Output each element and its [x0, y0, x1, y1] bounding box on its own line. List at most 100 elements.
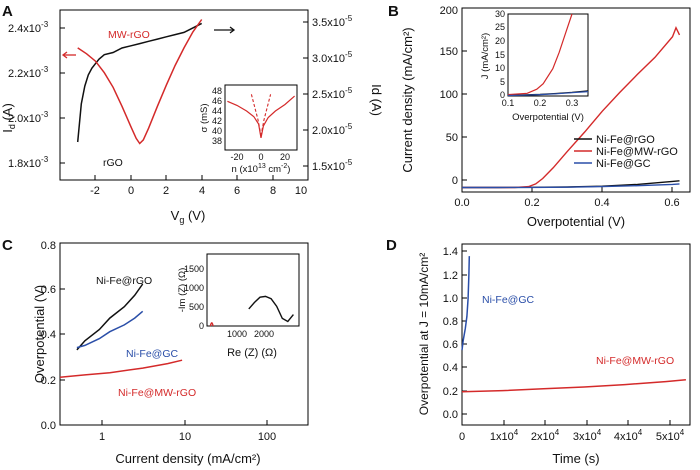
panel-b-series-ni-fe-mw-rgo-line [462, 25, 681, 189]
panel-a-y2tick-label: 3.0x10-5 [312, 50, 353, 65]
panel-c-inset-xlabel: Re (Z) (Ω) [227, 347, 277, 359]
panel-b-legend-label-ni-fe-gc: Ni-Fe@GC [596, 158, 651, 170]
panel-b-legend: Ni-Fe@rGO Ni-Fe@MW-rGO Ni-Fe@GC [574, 134, 678, 170]
panel-c-series-ni-fe-mw-rgo-line [59, 359, 183, 378]
panel-d-xtick-exp: 4 [597, 428, 602, 437]
panel-a-ylabel-unit: (A) [0, 103, 15, 124]
panel-a-ytick-label: 2.2x10-3 [8, 65, 49, 80]
panel-d-label-ni-fe-gc: Ni-Fe@GC [482, 294, 534, 306]
panel-d-xtick-label: 4x104 [614, 428, 643, 443]
panel-a-xtick-label: 4 [199, 185, 205, 197]
panel-a-left-axis-arrowhead [61, 51, 68, 59]
panel-b-inset-ylabel: J (mA/cm²) [480, 33, 491, 79]
panel-d-plot-frame [461, 243, 691, 426]
panel-b-inset: 0 5 10 15 20 25 30 0.1 0.2 0.3 J (mA/cm²… [480, 9, 589, 123]
panel-b: B 0 50 100 150 200 0.0 0.2 0.4 0.6 Curre… [388, 3, 691, 229]
panel-b-ytick-label: 50 [446, 132, 458, 144]
panel-d-xtick-exp: 4 [555, 428, 560, 437]
panel-b-inset-xtick: 0.1 [502, 98, 515, 108]
panel-a-ytick-label: 2.4x10-3 [8, 20, 49, 35]
panel-d: D 0.0 0.2 0.4 0.6 0.8 1.0 1.2 1.4 [386, 237, 691, 466]
panel-d-ytick-label: 0.4 [443, 362, 458, 374]
panel-a: A 1.8x10-3 2.0x10-3 2.2x10-3 2.4x10-3 1.… [0, 3, 384, 225]
panel-a-y2tick-label: 2.5x10-5 [312, 86, 353, 101]
panel-a-inset-ytick: 44 [212, 106, 222, 116]
panel-a-y2tick-label: 3.5x10-5 [312, 14, 353, 29]
panel-a-y2tick-exp: -5 [345, 158, 353, 167]
panel-c-xtick-label: 100 [258, 431, 276, 443]
panel-a-xtick-label: 8 [270, 185, 276, 197]
panel-a-ytick-exp: -3 [41, 65, 49, 74]
panel-b-xtick-label: 0.2 [524, 197, 539, 209]
panel-c-series-ni-fe-rgo-line [76, 283, 144, 351]
panel-c-xticks: 1 10 100 [99, 420, 276, 443]
panel-c-inset-ytick: 500 [189, 302, 204, 312]
panel-a-xtick-label: 2 [163, 185, 169, 197]
panel-d-xtick-exp: 4 [514, 428, 519, 437]
panel-a-y2label: Id (A) [369, 84, 384, 116]
panel-a-inset-ylabel: σ (mS) [199, 103, 210, 132]
panel-a-letter: A [2, 3, 13, 20]
panel-a-series-rgo-line [76, 22, 203, 143]
panel-a-y2tick-exp: -5 [345, 86, 353, 95]
panel-a-xlabel-sub: g [179, 215, 184, 225]
panel-a-inset-ytick: 42 [212, 116, 222, 126]
panel-c-ytick-label: 0.4 [41, 329, 56, 341]
panel-b-ytick-label: 0 [452, 175, 458, 187]
panel-c-ytick-label: 0.6 [41, 284, 56, 296]
panel-b-xticks: 0.0 0.2 0.4 0.6 [454, 187, 680, 209]
panel-b-inset-ytick: 0 [500, 90, 505, 100]
panel-a-xticks: -2 0 2 4 6 8 10 [59, 175, 309, 197]
panel-d-xtick-label: 3x104 [573, 428, 602, 443]
panel-c-ytick-label: 0.8 [41, 240, 56, 252]
panel-b-ytick-label: 100 [440, 89, 458, 101]
panel-b-legend-label-ni-fe-mw-rgo: Ni-Fe@MW-rGO [596, 146, 678, 158]
panel-a-y2tick-label: 1.5x10-5 [312, 158, 353, 173]
panel-b-ylabel: Current density (mA/cm²) [400, 27, 415, 172]
panel-d-xtick-exp: 4 [680, 428, 685, 437]
panel-a-xlabel-unit: (V) [184, 208, 205, 223]
panel-c-inset-series-red-line [209, 322, 214, 327]
panel-b-ytick-label: 200 [440, 5, 458, 17]
panel-d-series-ni-fe-mw-rgo-line [461, 379, 686, 393]
panel-d-ytick-label: 0.6 [443, 339, 458, 351]
panel-c-xtick-label: 10 [179, 431, 191, 443]
panel-a-y2tick-exp: -5 [345, 122, 353, 131]
panel-b-inset-ytick: 15 [495, 50, 505, 60]
panel-b-inset-xtick: 0.3 [566, 98, 579, 108]
panel-b-inset-ytick: 20 [495, 36, 505, 46]
panel-a-inset-xlabel-close: ) [287, 164, 290, 175]
panel-a-ytick-exp: -3 [41, 20, 49, 29]
panel-c-inset: 0 500 1000 1500 1000 2000 -Im (Z) (Ω) Re… [177, 253, 300, 359]
panel-a-plot-frame [59, 9, 309, 181]
panel-b-xtick-label: 0.6 [664, 197, 679, 209]
panel-a-inset-xlabel-unit-exp: -2 [281, 163, 287, 170]
panel-c-xtick-label: 1 [99, 431, 105, 443]
panel-d-ytick-label: 0.8 [443, 316, 458, 328]
panel-c-xlabel: Current density (mA/cm²) [115, 451, 260, 466]
panel-a-inset: 38 40 42 44 46 48 -20 0 20 σ (mS) n (x10… [199, 84, 298, 175]
panel-d-ytick-label: 1.2 [443, 270, 458, 282]
panel-b-series-ni-fe-gc-line [462, 183, 680, 189]
panel-b-letter: B [388, 3, 399, 20]
panel-d-xlabel: Time (s) [552, 451, 599, 466]
panel-c-inset-ytick: 1000 [184, 283, 204, 293]
panel-b-yticks: 0 50 100 150 200 [440, 5, 467, 187]
panel-c-label-ni-fe-gc: Ni-Fe@GC [126, 348, 178, 360]
panel-d-yticks: 0.0 0.2 0.4 0.6 0.8 1.0 1.2 1.4 [443, 246, 467, 421]
panel-c-label-ni-fe-rgo: Ni-Fe@rGO [96, 275, 152, 287]
panel-b-inset-xtick: 0.2 [534, 98, 547, 108]
panel-a-inset-xtick: 20 [280, 152, 290, 162]
panel-a-inset-frame [224, 84, 298, 151]
panel-a-ytick-exp: -3 [41, 110, 49, 119]
panel-a-inset-xlabel: n (x1013 cm-2) [232, 163, 291, 175]
panel-b-legend-label-ni-fe-rgo: Ni-Fe@rGO [596, 134, 655, 146]
panel-b-xtick-label: 0.4 [594, 197, 609, 209]
panel-c-inset-ytick: 0 [199, 321, 204, 331]
panel-b-plot-frame [461, 7, 691, 193]
panel-c-yticks: 0.0 0.2 0.4 0.6 0.8 [41, 240, 65, 432]
panel-d-xtick-label: 5x104 [656, 428, 685, 443]
panel-a-annotation-mw-rgo: MW-rGO [108, 29, 150, 41]
panel-a-inset-ytick: 46 [212, 96, 222, 106]
panel-d-ytick-label: 0.0 [443, 409, 458, 421]
